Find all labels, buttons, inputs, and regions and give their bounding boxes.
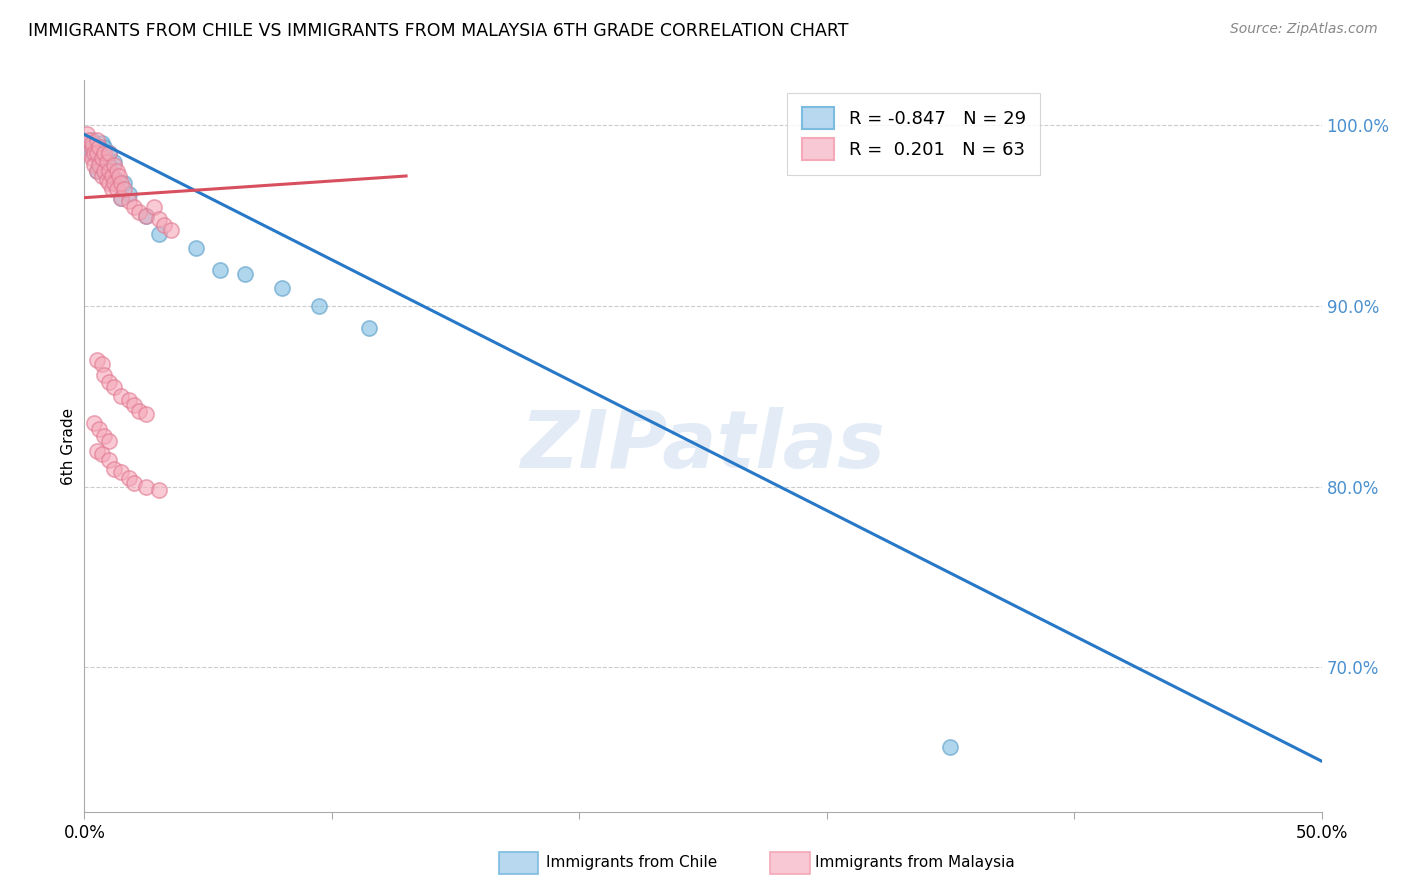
Point xyxy=(100,181,122,195)
Point xyxy=(96,154,118,169)
Point xyxy=(80,140,103,154)
Point xyxy=(98,145,121,160)
Point xyxy=(79,145,101,160)
Point xyxy=(112,176,135,190)
Point xyxy=(80,136,103,151)
Point xyxy=(100,169,122,183)
Legend: R = -0.847   N = 29, R =  0.201   N = 63: R = -0.847 N = 29, R = 0.201 N = 63 xyxy=(787,93,1040,175)
Point xyxy=(80,133,103,147)
Point xyxy=(110,389,132,403)
Point xyxy=(80,151,103,165)
Point xyxy=(103,176,125,190)
Point xyxy=(98,158,121,172)
Point xyxy=(110,176,132,190)
Point xyxy=(98,375,121,389)
Point xyxy=(93,140,115,154)
Point xyxy=(83,158,105,172)
Point xyxy=(103,158,125,172)
Point xyxy=(118,194,141,209)
Point xyxy=(90,158,112,172)
Point xyxy=(96,172,118,186)
Point xyxy=(308,299,330,313)
Point xyxy=(103,380,125,394)
Point xyxy=(209,263,232,277)
Point xyxy=(90,169,112,183)
Point xyxy=(118,392,141,407)
Point xyxy=(93,429,115,443)
Point xyxy=(148,212,170,227)
Point xyxy=(142,200,165,214)
Point xyxy=(103,461,125,475)
Point xyxy=(939,739,962,754)
Point xyxy=(96,163,118,178)
Point xyxy=(86,443,108,458)
Point xyxy=(105,163,128,178)
Point xyxy=(90,447,112,461)
Point xyxy=(89,422,111,436)
Point xyxy=(80,145,103,160)
Point xyxy=(122,200,145,214)
Point xyxy=(135,480,157,494)
Point xyxy=(98,145,121,160)
Point xyxy=(128,205,150,219)
Text: ZIPatlas: ZIPatlas xyxy=(520,407,886,485)
Point xyxy=(108,169,131,183)
Point xyxy=(93,145,115,160)
Point xyxy=(103,154,125,169)
Point xyxy=(135,209,157,223)
Point xyxy=(135,408,157,422)
Point xyxy=(118,470,141,484)
Point xyxy=(86,145,108,160)
Point xyxy=(86,133,108,147)
Point xyxy=(357,320,380,334)
Point xyxy=(100,169,122,183)
Point xyxy=(90,136,112,151)
Point xyxy=(83,145,105,160)
Point xyxy=(90,357,112,371)
Text: Immigrants from Malaysia: Immigrants from Malaysia xyxy=(815,855,1015,870)
Point xyxy=(83,142,105,156)
Point xyxy=(86,163,108,178)
Point xyxy=(76,128,98,142)
Point xyxy=(110,191,132,205)
Point xyxy=(110,191,132,205)
Point xyxy=(105,181,128,195)
Point xyxy=(122,398,145,412)
Point xyxy=(89,158,111,172)
Point xyxy=(160,223,183,237)
Point xyxy=(148,227,170,241)
Point xyxy=(98,176,121,190)
Point xyxy=(148,483,170,498)
Point xyxy=(112,181,135,195)
Point xyxy=(122,476,145,491)
Point xyxy=(184,241,207,255)
Point xyxy=(135,209,157,223)
Y-axis label: 6th Grade: 6th Grade xyxy=(60,408,76,484)
Text: IMMIGRANTS FROM CHILE VS IMMIGRANTS FROM MALAYSIA 6TH GRADE CORRELATION CHART: IMMIGRANTS FROM CHILE VS IMMIGRANTS FROM… xyxy=(28,22,849,40)
Point xyxy=(105,172,128,186)
Text: Immigrants from Chile: Immigrants from Chile xyxy=(546,855,717,870)
Point xyxy=(233,267,256,281)
Point xyxy=(89,140,111,154)
Point xyxy=(128,404,150,418)
Point xyxy=(83,417,105,431)
Point xyxy=(98,434,121,449)
Point xyxy=(90,151,112,165)
Point xyxy=(110,465,132,479)
Point xyxy=(271,281,294,295)
Point xyxy=(93,368,115,382)
Text: Source: ZipAtlas.com: Source: ZipAtlas.com xyxy=(1230,22,1378,37)
Point xyxy=(89,154,111,169)
Point xyxy=(86,163,108,178)
Point xyxy=(79,140,101,154)
Point xyxy=(76,136,98,151)
Point xyxy=(93,163,115,178)
Point xyxy=(79,133,101,147)
Point xyxy=(86,145,108,160)
Point xyxy=(152,218,174,232)
Point xyxy=(118,187,141,202)
Point xyxy=(98,163,121,178)
Point xyxy=(98,452,121,467)
Point xyxy=(86,353,108,368)
